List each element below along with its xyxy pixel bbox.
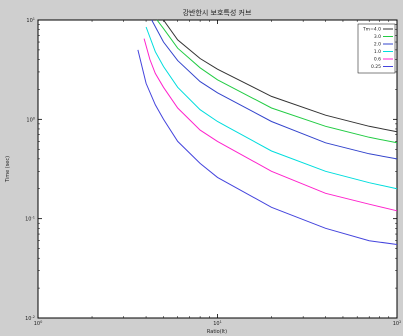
y-tick-label: 10-1 xyxy=(25,216,35,223)
series-line-2 xyxy=(151,19,398,160)
legend-label: Tm=4.0 xyxy=(362,27,381,33)
y-tick-label: 10-2 xyxy=(25,315,35,322)
chart-title: 강반한시 보호특성 커브 xyxy=(183,8,252,17)
y-tick-label: 101 xyxy=(26,17,35,24)
plot-area xyxy=(37,19,398,319)
series-line-1 xyxy=(156,19,398,144)
y-axis-label: Time (sec) xyxy=(5,156,11,183)
y-tick-label: 100 xyxy=(26,116,35,123)
series-line-4 xyxy=(143,38,398,212)
axis-ticks: 100 101 102 10-2 10-1 100 101 xyxy=(25,17,401,327)
legend-box xyxy=(357,23,396,74)
x-tick-label: 101 xyxy=(213,320,222,327)
legend-label: 3.0 xyxy=(374,34,381,40)
legend-label: 2.0 xyxy=(374,42,381,48)
legend-label: 1.0 xyxy=(374,49,381,55)
legend-label: 0.25 xyxy=(371,64,381,70)
legend-label: 0.6 xyxy=(374,57,381,63)
series-line-5 xyxy=(137,49,398,245)
series-lines xyxy=(137,19,398,245)
legend: Tm=4.03.0 2.01.0 0.60.25 xyxy=(357,23,396,74)
series-line-3 xyxy=(145,26,398,190)
series-line-0 xyxy=(163,19,398,133)
x-axis-label: Ratio(It) xyxy=(207,329,227,335)
x-tick-label: 102 xyxy=(393,320,402,327)
x-tick-label: 100 xyxy=(34,320,43,327)
